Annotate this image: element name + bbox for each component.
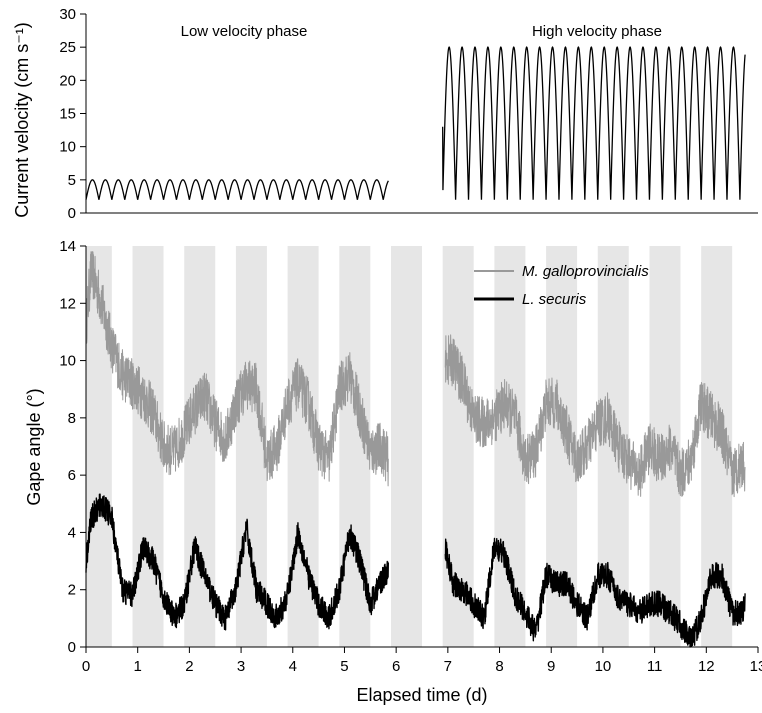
x-tick-label: 11 [647,658,663,675]
gape-y-ticks: 0 2 4 6 8 10 12 14 [59,238,86,656]
x-tick-label: 2 [185,658,193,675]
x-tick-label: 10 [595,658,612,675]
legend-label-l-securis: L. securis [522,291,587,308]
velocity-y-ticks: 0 5 10 15 20 25 30 [59,6,86,222]
x-tick-label: 6 [392,658,400,675]
gape-y-axis-title: Gape angle (°) [24,388,44,505]
night-band [133,246,164,647]
low-velocity-phase-label: Low velocity phase [181,23,308,40]
gape-y-tick-label: 6 [68,467,76,484]
velocity-y-axis-title: Current velocity (cm s⁻¹) [12,22,32,218]
velocity-y-tick-label: 10 [59,139,76,156]
m-galloprovincialis-line-segment-2 [445,335,745,497]
gape-y-tick-label: 4 [68,524,76,541]
gape-y-tick-label: 2 [68,582,76,599]
night-band [391,246,422,647]
l-securis-line-segment-2 [445,539,745,647]
x-tick-label: 1 [134,658,142,675]
velocity-line-high-phase [443,47,745,200]
x-tick-label: 5 [340,658,348,675]
gape-x-ticks: 012345678910111213 [82,647,762,675]
velocity-y-tick-label: 30 [59,6,76,23]
gape-y-tick-label: 10 [59,353,76,370]
x-tick-label: 3 [237,658,245,675]
gape-y-tick-label: 8 [68,410,76,427]
x-tick-label: 7 [444,658,452,675]
velocity-y-tick-label: 20 [59,72,76,89]
x-tick-label: 13 [750,658,762,675]
gape-y-tick-label: 0 [68,639,76,656]
velocity-y-tick-label: 5 [68,172,76,189]
gape-y-tick-label: 14 [59,238,76,255]
x-tick-label: 9 [547,658,555,675]
velocity-line-low-phase [86,180,388,200]
x-tick-label: 12 [698,658,715,675]
x-tick-label: 0 [82,658,90,675]
gape-y-tick-label: 12 [59,295,76,312]
x-tick-label: 4 [289,658,297,675]
high-velocity-phase-label: High velocity phase [532,23,662,40]
velocity-y-tick-label: 15 [59,106,76,123]
velocity-series [86,47,745,200]
x-axis-title: Elapsed time (d) [356,685,487,705]
velocity-y-tick-label: 0 [68,205,76,222]
velocity-panel: 0 5 10 15 20 25 30 Low velocity phase High vel… [12,6,758,222]
x-tick-label: 8 [495,658,503,675]
velocity-y-tick-label: 25 [59,39,76,56]
legend-label-m-galloprovincialis: M. galloprovincialis [522,263,649,280]
